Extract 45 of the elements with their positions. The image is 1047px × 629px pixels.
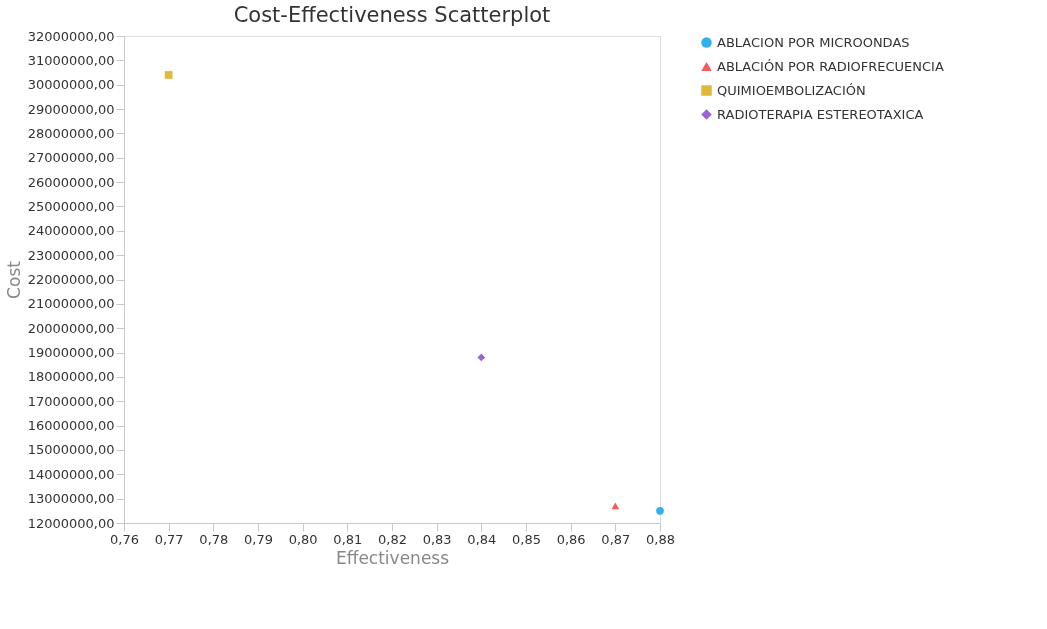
y-tick-label: 15000000,00 bbox=[27, 442, 115, 458]
y-tick-label: 24000000,00 bbox=[27, 223, 115, 239]
legend-label: ABLACIÓN POR RADIOFRECUENCIA bbox=[717, 58, 944, 74]
x-tick-label: 0,83 bbox=[422, 531, 452, 547]
y-tick-label: 32000000,00 bbox=[27, 28, 115, 44]
y-tick-label: 12000000,00 bbox=[27, 515, 115, 531]
y-tick-label: 22000000,00 bbox=[27, 272, 115, 287]
x-tick-label: 0,78 bbox=[199, 531, 229, 547]
x-tick-label: 0,81 bbox=[333, 531, 363, 547]
x-tick-label: 0,84 bbox=[467, 531, 497, 547]
y-tick-label: 26000000,00 bbox=[27, 174, 115, 190]
x-axis-title: Effectiveness bbox=[335, 547, 450, 568]
y-tick-label: 25000000,00 bbox=[27, 198, 115, 214]
x-tick-label: 0,76 bbox=[110, 531, 139, 547]
x-tick-label: 0,87 bbox=[601, 531, 631, 547]
y-tick-label: 14000000,00 bbox=[27, 466, 115, 482]
y-tick-label: 16000000,00 bbox=[27, 418, 115, 434]
y-tick-label: 23000000,00 bbox=[27, 247, 115, 263]
point bbox=[477, 353, 486, 362]
y-tick-label: 20000000,00 bbox=[27, 320, 115, 336]
y-tick-label: 27000000,00 bbox=[27, 150, 115, 166]
chart-title: Cost-Effectiveness Scatterplot bbox=[233, 3, 551, 27]
legend-label: ABLACION POR MICROONDAS bbox=[717, 34, 910, 50]
y-tick-label: 18000000,00 bbox=[27, 369, 115, 385]
x-tick-label: 0,77 bbox=[154, 531, 184, 547]
x-tick-label: 0,85 bbox=[512, 531, 541, 547]
x-tick-label: 0,82 bbox=[378, 531, 407, 547]
x-tick-label: 0,86 bbox=[556, 531, 586, 547]
y-tick-label: 31000000,00 bbox=[27, 52, 115, 68]
legend-label: QUIMIOEMBOLIZACIÓN bbox=[717, 82, 866, 98]
y-tick-label: 30000000,00 bbox=[27, 77, 115, 93]
y-tick-label: 17000000,00 bbox=[27, 393, 115, 409]
y-tick-label: 28000000,00 bbox=[27, 125, 115, 141]
point bbox=[611, 502, 620, 510]
y-tick-label: 21000000,00 bbox=[27, 296, 115, 312]
y-tick-label: 19000000,00 bbox=[27, 345, 115, 361]
y-tick-label: 29000000,00 bbox=[27, 101, 115, 117]
x-tick-label: 0,88 bbox=[646, 531, 675, 547]
point bbox=[164, 71, 173, 79]
legend-label: RADIOTERAPIA ESTEREOTAXICA bbox=[717, 106, 924, 122]
x-tick-label: 0,80 bbox=[288, 531, 318, 547]
point bbox=[656, 506, 664, 515]
x-tick-label: 0,79 bbox=[244, 531, 273, 547]
y-axis-title: Cost bbox=[3, 260, 24, 299]
y-tick-label: 13000000,00 bbox=[27, 491, 115, 507]
